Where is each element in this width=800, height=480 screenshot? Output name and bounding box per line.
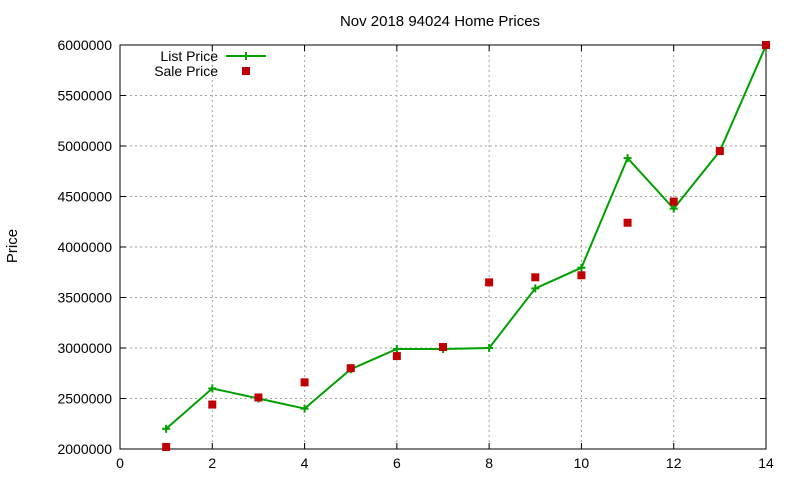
- sale-price-point: [623, 218, 632, 227]
- x-tick-label: 2: [208, 455, 216, 471]
- sale-price-point: [762, 41, 770, 49]
- y-axis-label: Price: [4, 229, 21, 263]
- series-layer: [162, 41, 770, 451]
- sale-price-point: [715, 147, 724, 156]
- sale-price-point: [300, 378, 309, 387]
- sale-price-point: [346, 364, 355, 373]
- sale-price-point: [208, 400, 217, 409]
- sale-price-point: [485, 278, 494, 287]
- y-tick-label: 2000000: [57, 441, 112, 457]
- y-tick-label: 4000000: [57, 239, 112, 255]
- sale-price-point: [162, 442, 171, 451]
- sale-price-point: [439, 342, 447, 351]
- list-price-point: [669, 204, 678, 213]
- chart-title: Nov 2018 94024 Home Prices: [340, 13, 540, 30]
- legend-label: List Price: [160, 48, 218, 64]
- x-tick-label: 10: [574, 455, 590, 471]
- list-price-point: [485, 344, 494, 352]
- list-price-series: [162, 41, 770, 433]
- sale-price-point: [669, 197, 678, 206]
- list-price-point: [577, 263, 586, 272]
- sale-price-series: [162, 41, 770, 451]
- list-price-point: [392, 345, 401, 354]
- list-price-point: [623, 154, 632, 163]
- y-tick-label: 3500000: [57, 290, 112, 306]
- legend-item-list-price: List Price: [160, 48, 266, 64]
- y-tick-label: 2500000: [57, 391, 112, 407]
- list-price-point: [208, 384, 217, 393]
- legend-label: Sale Price: [154, 63, 218, 79]
- x-tick-label: 12: [666, 455, 682, 471]
- list-price-point: [300, 404, 309, 413]
- y-tick-label: 4500000: [57, 189, 112, 205]
- legend-plus-marker: [242, 52, 250, 60]
- list-price-line: [165, 45, 767, 430]
- x-tick-label: 6: [393, 455, 401, 471]
- sale-price-point: [531, 273, 540, 282]
- y-tick-label: 3000000: [57, 340, 112, 356]
- x-tick-label: 14: [758, 455, 774, 471]
- legend-item-sale-price: Sale Price: [154, 63, 250, 79]
- list-price-point: [531, 284, 540, 293]
- sale-price-point: [392, 352, 401, 361]
- x-tick-label: 4: [301, 455, 309, 471]
- y-tick-label: 5000000: [57, 138, 112, 154]
- legend-square-marker: [242, 67, 250, 75]
- y-tick-label: 5500000: [57, 88, 112, 104]
- list-price-point: [162, 424, 171, 433]
- axis-ticks: 0 2 4 6 8 10 12 14 2000000 2500000 3000000 3500000 4…: [57, 37, 774, 471]
- x-tick-label: 0: [116, 455, 124, 471]
- sale-price-point: [254, 393, 263, 402]
- x-tick-label: 8: [485, 455, 493, 471]
- y-tick-label: 6000000: [57, 37, 112, 53]
- sale-price-point: [577, 271, 586, 280]
- plot-area-border: [119, 44, 767, 450]
